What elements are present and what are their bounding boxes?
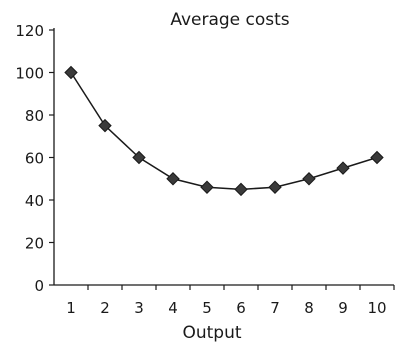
data-point-marker	[370, 150, 384, 165]
y-tick-label: 80	[25, 107, 44, 125]
x-tick-label: 10	[367, 299, 386, 317]
x-tick-label: 6	[236, 299, 246, 317]
data-point-marker	[200, 180, 214, 194]
data-point-marker	[302, 172, 316, 186]
y-tick-label: 100	[15, 65, 44, 83]
series-line-path	[70, 72, 378, 191]
data-point-marker	[166, 172, 180, 186]
series-markers	[64, 65, 384, 197]
data-point-marker	[234, 182, 248, 197]
series-line	[70, 72, 378, 191]
data-point-marker	[336, 161, 350, 175]
x-tick-label: 3	[134, 299, 144, 317]
y-tick-label: 0	[34, 277, 44, 295]
x-tick-label: 5	[202, 299, 212, 317]
x-tick-label: 2	[100, 299, 110, 317]
x-tick-label: 9	[338, 299, 348, 317]
axes	[53, 28, 394, 286]
chart-title: Average costs	[170, 10, 289, 30]
x-tick-label: 1	[66, 299, 76, 317]
y-axis-ticks: 0 20 40 60 80 100 120	[15, 22, 54, 295]
data-point-marker	[98, 118, 112, 133]
y-tick-label: 120	[15, 22, 44, 40]
x-tick-label: 7	[270, 299, 280, 317]
y-tick-label: 40	[25, 192, 44, 210]
x-axis-label: Output	[182, 323, 241, 343]
data-point-marker	[132, 150, 146, 165]
data-point-marker	[64, 65, 78, 80]
y-tick-label: 60	[25, 150, 44, 168]
data-point-marker	[268, 180, 282, 194]
y-tick-label: 20	[25, 235, 44, 253]
x-tick-label: 8	[304, 299, 314, 317]
x-axis-ticks: 1 2 3 4 5 6 7 8 9 10	[66, 285, 395, 317]
x-tick-label: 4	[168, 299, 178, 317]
